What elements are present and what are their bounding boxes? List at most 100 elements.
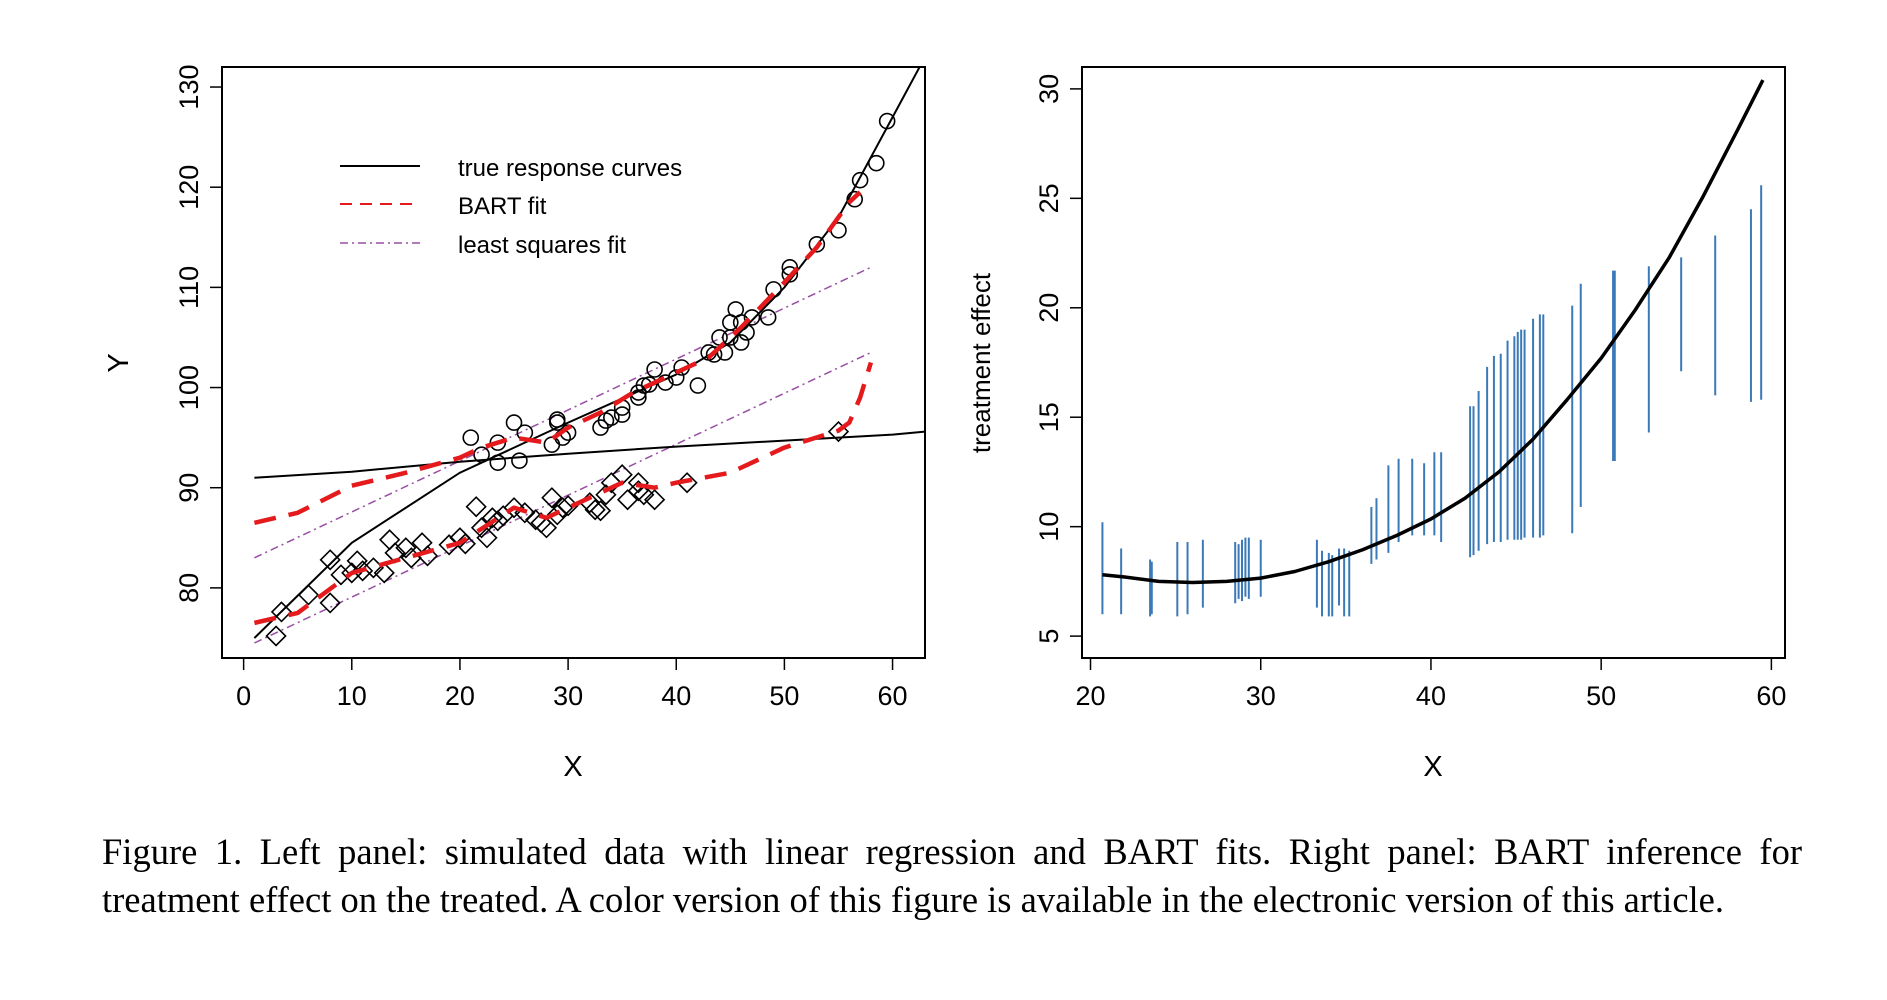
right-y-tick-label: 25 — [1034, 183, 1064, 213]
left-y-tick-label: 130 — [174, 65, 204, 110]
treated-point — [603, 409, 620, 426]
legend-label-true: true response curves — [458, 155, 682, 182]
treated-point — [462, 429, 480, 446]
left-x-tick-label: 10 — [337, 681, 367, 711]
treated-point — [732, 334, 750, 351]
right-x-tick-label: 40 — [1416, 681, 1446, 711]
right-x-tick-label: 50 — [1586, 681, 1616, 711]
left-x-tick-label: 60 — [878, 681, 908, 711]
ls-fit-line-treated — [254, 266, 872, 559]
control-point — [633, 484, 655, 506]
treated-point — [505, 414, 523, 431]
control-point — [487, 510, 509, 532]
treated-point — [489, 454, 507, 471]
treated-point — [781, 266, 799, 283]
right-y-axis: 5 10 15 20 25 30 — [1034, 74, 1082, 644]
control-point — [589, 500, 612, 522]
treated-point — [543, 436, 561, 453]
control-point — [616, 489, 639, 511]
legend-label-bart: BART fit — [458, 193, 547, 220]
right-x-tick-label: 20 — [1075, 681, 1105, 711]
left-panel: 0 10 20 30 40 50 60 80 90 100 110 120 130 X Y true … — [103, 65, 926, 783]
treated-point — [511, 452, 528, 469]
control-point — [438, 534, 460, 556]
control-point — [395, 537, 417, 559]
control-point — [643, 489, 666, 511]
control-point — [454, 533, 476, 555]
right-y-tick-label: 5 — [1034, 629, 1064, 644]
left-y-tick-label: 100 — [174, 365, 204, 410]
control-point — [627, 472, 650, 494]
bart-fit-line-control — [253, 361, 874, 626]
right-x-axis-label: X — [1423, 751, 1442, 783]
control-point — [481, 507, 504, 529]
control-point — [552, 497, 574, 519]
treated-point — [878, 112, 896, 130]
right-plot-region — [1101, 79, 1765, 617]
control-point — [319, 549, 341, 571]
treated-point — [868, 154, 885, 172]
treated-point — [705, 346, 723, 363]
left-y-tick-label: 110 — [174, 266, 204, 309]
left-x-tick-label: 20 — [445, 681, 475, 711]
control-point — [379, 529, 401, 551]
treated-point — [846, 190, 864, 208]
control-point — [465, 496, 487, 518]
control-point — [330, 564, 352, 586]
ls-fit-line-control — [254, 351, 872, 644]
right-y-tick-label: 20 — [1034, 293, 1064, 323]
treated-point — [640, 376, 658, 393]
left-x-axis: 0 10 20 30 40 50 60 — [236, 657, 908, 711]
control-point — [319, 592, 341, 614]
left-x-tick-label: 50 — [769, 681, 799, 711]
treated-point — [851, 171, 869, 189]
treated-point — [613, 406, 631, 423]
right-x-axis: 20 30 40 50 60 — [1075, 657, 1786, 711]
treated-point — [646, 361, 663, 378]
control-point — [373, 562, 395, 584]
control-point — [535, 517, 558, 539]
control-point — [270, 601, 293, 623]
control-point — [503, 497, 525, 519]
treated-point — [759, 309, 777, 326]
left-y-tick-label: 90 — [174, 473, 204, 503]
treated-point — [548, 411, 566, 428]
control-point — [584, 499, 606, 521]
right-x-tick-label: 30 — [1246, 681, 1276, 711]
left-y-tick-label: 80 — [174, 573, 204, 603]
left-y-axis-label: Y — [103, 353, 135, 372]
control-point — [676, 472, 698, 494]
left-x-tick-label: 30 — [553, 681, 583, 711]
right-y-tick-label: 10 — [1034, 512, 1064, 542]
left-y-axis: 80 90 100 110 120 130 — [174, 65, 222, 603]
control-point — [297, 584, 320, 606]
treated-point — [808, 236, 826, 253]
control-point — [476, 527, 498, 549]
treated-point — [743, 309, 761, 326]
figure: 0 10 20 30 40 50 60 80 90 100 110 120 130 X Y true … — [103, 65, 1786, 783]
right-x-tick-label: 60 — [1756, 681, 1786, 711]
right-y-tick-label: 15 — [1034, 402, 1064, 432]
true-curve-treated — [253, 67, 921, 639]
right-panel: 20 30 40 50 60 5 10 15 20 25 30 X treatment effec… — [966, 66, 1786, 783]
true-curve-control — [254, 430, 925, 479]
left-plot-region — [253, 67, 925, 647]
left-x-axis-label: X — [563, 751, 582, 783]
left-y-tick-label: 120 — [174, 165, 204, 210]
treated-point — [689, 377, 707, 394]
left-legend: true response curves BART fit least squa… — [340, 155, 682, 259]
control-point — [541, 487, 563, 509]
control-point — [351, 560, 374, 582]
figure-caption: Figure 1. Left panel: simulated data wit… — [102, 831, 1802, 920]
control-point — [265, 625, 287, 647]
true-effect-curve — [1102, 79, 1765, 585]
right-y-axis-label: treatment effect — [966, 272, 996, 453]
left-x-tick-label: 40 — [661, 681, 691, 711]
right-y-tick-label: 30 — [1034, 74, 1064, 104]
bart-fit-line-treated — [253, 190, 862, 525]
treated-point — [473, 446, 490, 463]
legend-label-ls: least squares fit — [458, 232, 626, 259]
treated-point — [722, 329, 739, 346]
left-series-group — [253, 67, 925, 647]
left-x-tick-label: 0 — [236, 681, 251, 711]
